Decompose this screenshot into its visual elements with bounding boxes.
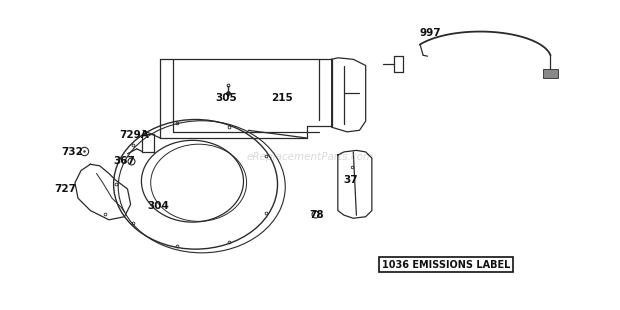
Text: 304: 304 bbox=[148, 201, 169, 211]
Text: 729A: 729A bbox=[119, 130, 149, 140]
Text: 727: 727 bbox=[55, 184, 77, 194]
Text: 997: 997 bbox=[420, 28, 441, 38]
Text: 37: 37 bbox=[343, 175, 358, 185]
Text: 1036 EMISSIONS LABEL: 1036 EMISSIONS LABEL bbox=[382, 259, 510, 270]
FancyBboxPatch shape bbox=[543, 69, 558, 78]
Text: 367: 367 bbox=[113, 156, 135, 166]
Text: eReplacementParts.com: eReplacementParts.com bbox=[246, 152, 374, 162]
Text: 78: 78 bbox=[309, 210, 324, 220]
Text: 305: 305 bbox=[216, 93, 237, 103]
Text: 215: 215 bbox=[272, 93, 293, 103]
Text: 732: 732 bbox=[61, 147, 83, 157]
